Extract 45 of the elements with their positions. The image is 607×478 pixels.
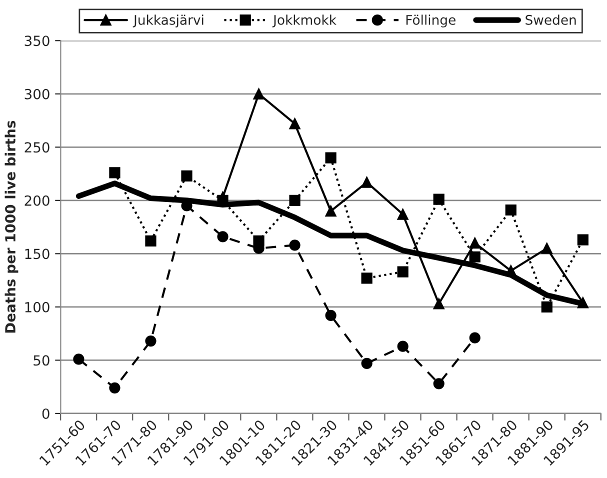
point: [505, 204, 516, 216]
point: [397, 208, 408, 220]
point: [289, 118, 300, 130]
point: [325, 206, 336, 217]
point: [289, 194, 300, 206]
point: [325, 152, 336, 164]
point: [145, 335, 156, 347]
y-tick-label: 250: [24, 142, 50, 153]
point: [145, 235, 156, 246]
point: [361, 176, 372, 188]
point: [289, 240, 300, 251]
point: [397, 266, 408, 278]
point: [469, 332, 480, 344]
point: [433, 194, 444, 205]
point: [109, 167, 120, 178]
point: [577, 297, 588, 308]
point: [433, 378, 444, 390]
legend-label: Sweden: [526, 14, 576, 25]
legend-label: Jokkmokk: [272, 14, 336, 28]
point: [181, 170, 192, 182]
point: [505, 265, 516, 276]
point: [217, 231, 228, 242]
y-axis-title: Deaths per 1000 live births: [4, 120, 18, 333]
point: [253, 88, 264, 100]
y-tick-label: 100: [25, 302, 50, 312]
point: [361, 358, 372, 369]
point: [577, 234, 588, 246]
point: [109, 382, 120, 394]
point: [433, 298, 444, 310]
y-tick-label: 200: [24, 195, 50, 206]
legend-label: Jukkasjärvi: [132, 14, 204, 28]
y-tick-label: 350: [24, 36, 50, 46]
point: [397, 340, 408, 352]
y-tick-label: 50: [34, 355, 50, 366]
y-tick-label: 300: [24, 88, 50, 100]
y-tick-label: 0: [42, 408, 50, 419]
point: [469, 251, 480, 262]
point: [469, 237, 480, 249]
y-tick-label: 150: [25, 248, 50, 260]
point: [541, 301, 552, 312]
point: [325, 310, 336, 322]
point: [541, 242, 552, 254]
point: [73, 354, 84, 365]
point: [361, 272, 372, 284]
legend-label: Föllinge: [406, 14, 456, 28]
